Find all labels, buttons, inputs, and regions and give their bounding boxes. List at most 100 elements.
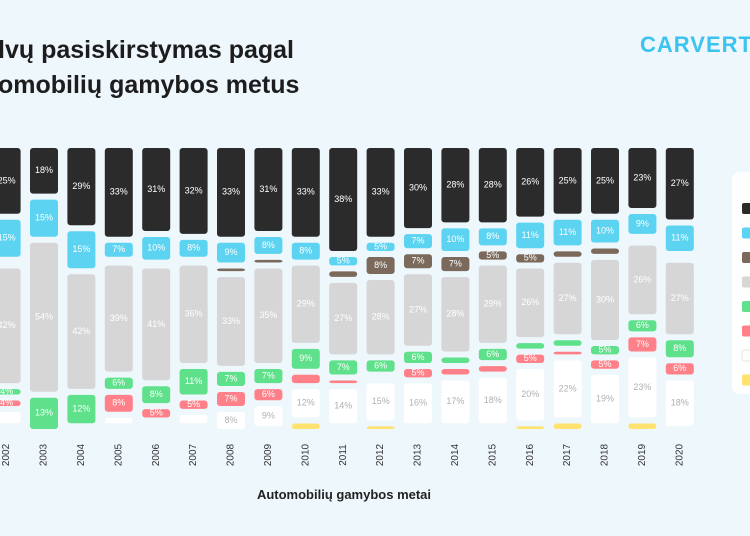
bar-segment [254, 368, 283, 384]
value-label: 29% [72, 181, 90, 191]
bar-segment [441, 357, 470, 363]
legend-swatch [742, 276, 750, 288]
value-label: 27% [559, 293, 577, 303]
value-label: 15% [0, 233, 16, 243]
bar-segment [591, 219, 619, 243]
bar-segment [329, 257, 358, 266]
bar-segment [366, 148, 395, 237]
bar-segment [0, 148, 21, 214]
value-label: 6% [636, 320, 649, 330]
value-label: 5% [486, 250, 499, 260]
bar-segment [591, 248, 619, 254]
legend-swatch [742, 203, 750, 214]
value-label: 26% [521, 297, 539, 307]
chart-title: omobilių gamybos metus [0, 71, 299, 99]
value-label: 9% [262, 411, 275, 421]
x-tick-label: 2009 [263, 443, 274, 466]
x-tick-label: 2017 [562, 443, 573, 466]
value-label: 7% [411, 256, 424, 266]
bar-segment [329, 282, 358, 355]
value-label: 7% [262, 370, 275, 380]
bar-segment [217, 268, 245, 272]
bar-segment [0, 268, 21, 384]
value-label: 30% [409, 182, 427, 192]
bar-segment [142, 148, 171, 231]
bar-segment [404, 234, 432, 249]
bar-segment [179, 414, 208, 424]
value-label: 27% [671, 293, 689, 303]
x-tick-label: 2012 [375, 443, 386, 466]
bar-segment [404, 254, 432, 269]
bar-segment [217, 412, 245, 429]
x-tick-label: 2019 [637, 443, 648, 466]
bar-segment [441, 257, 470, 272]
bar-segment [441, 228, 470, 252]
bar-segment [179, 368, 208, 395]
value-label: 36% [185, 309, 203, 319]
bar-segment [104, 265, 133, 372]
x-tick-label: 2016 [525, 443, 536, 466]
value-label: 25% [0, 175, 16, 185]
x-tick-label: 2020 [674, 443, 685, 466]
value-label: 33% [222, 316, 240, 326]
bar-segment [516, 268, 545, 338]
bar-segment [142, 236, 171, 260]
value-label: 28% [372, 312, 390, 322]
value-label: 8% [486, 231, 499, 241]
bar-segment [179, 148, 208, 234]
x-tick-label: 2014 [450, 443, 461, 466]
bar-segment [478, 377, 507, 424]
value-label: 7% [224, 393, 237, 403]
value-label: 39% [110, 313, 128, 323]
bar-segment [217, 277, 245, 366]
bar-segment [67, 274, 96, 389]
bar-segment [628, 320, 657, 332]
value-label: 8% [673, 343, 686, 353]
value-label: 7% [337, 362, 350, 372]
x-tick-label: 2010 [300, 443, 311, 466]
value-label: 25% [559, 175, 577, 185]
value-label: 7% [112, 244, 125, 254]
value-label: 5% [337, 256, 350, 266]
bar-segment [478, 251, 507, 260]
bar-segment [291, 242, 320, 260]
bar-segment [628, 423, 657, 429]
x-axis-title: Automobilių gamybos metai [257, 487, 431, 502]
value-label: 10% [446, 234, 464, 244]
value-label: 6% [112, 378, 125, 388]
bar-segment [329, 380, 358, 384]
bar-segment [553, 360, 582, 418]
bar-segment [665, 225, 694, 252]
value-label: 7% [449, 258, 462, 268]
value-label: 18% [35, 165, 53, 175]
value-label: 9% [636, 218, 649, 228]
bar-segment [217, 391, 245, 407]
value-label: 31% [147, 184, 165, 194]
x-tick-label: 2011 [338, 444, 349, 466]
bar-segment [254, 389, 283, 401]
bar-segment [291, 389, 320, 418]
bar-segment [628, 214, 657, 234]
value-label: 8% [150, 389, 163, 399]
bar-segment [404, 351, 432, 363]
bar-segment [591, 148, 619, 214]
value-label: 32% [185, 185, 203, 195]
logo: CARVERT [640, 32, 750, 57]
bar-segment [553, 340, 582, 346]
bar-segment [67, 231, 96, 269]
value-label: 6% [411, 352, 424, 362]
x-tick-label: 2002 [1, 443, 12, 466]
value-label: 5% [598, 359, 611, 369]
value-label: 22% [559, 383, 577, 393]
value-label: 5% [411, 368, 424, 378]
bar-segment [254, 148, 283, 231]
value-label: 41% [147, 319, 165, 329]
value-label: 28% [446, 309, 464, 319]
value-label: 38% [334, 194, 352, 204]
bar-segment [591, 374, 619, 424]
value-label: 18% [484, 395, 502, 405]
bar-segment [366, 242, 395, 252]
bar-segment [142, 386, 171, 404]
